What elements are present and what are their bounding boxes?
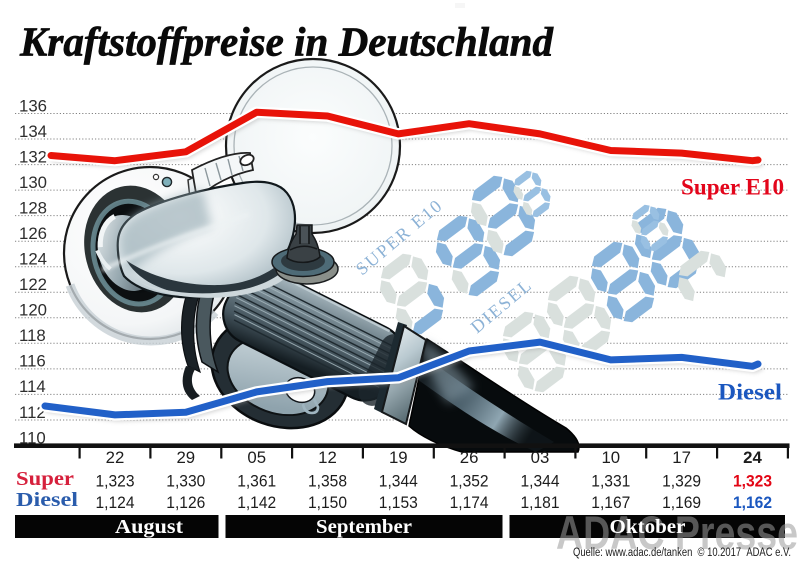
svg-text:1,352: 1,352 [450, 472, 489, 491]
svg-text:136: 136 [19, 96, 47, 115]
svg-text:24: 24 [743, 448, 762, 467]
svg-text:August: August [115, 517, 184, 538]
svg-text:1,162: 1,162 [733, 493, 772, 512]
svg-text:1,358: 1,358 [308, 472, 347, 491]
svg-text:132: 132 [19, 147, 47, 166]
svg-text:116: 116 [19, 352, 46, 371]
svg-text:126: 126 [19, 224, 47, 243]
svg-text:17: 17 [672, 448, 691, 467]
svg-text:12: 12 [318, 448, 337, 467]
svg-text:22: 22 [106, 448, 125, 467]
svg-text:1,323: 1,323 [733, 472, 772, 491]
svg-text:128: 128 [19, 198, 47, 217]
svg-text:29: 29 [176, 448, 195, 467]
svg-text:118: 118 [19, 326, 46, 345]
svg-text:03: 03 [531, 448, 550, 467]
svg-text:130: 130 [19, 173, 47, 192]
svg-text:Diesel: Diesel [16, 489, 79, 511]
svg-text:Super: Super [16, 468, 74, 490]
svg-text:Diesel: Diesel [718, 380, 782, 405]
svg-text:Super E10: Super E10 [681, 175, 784, 200]
svg-text:ADAC Presse: ADAC Presse [556, 506, 798, 559]
svg-text:1,330: 1,330 [166, 472, 205, 491]
svg-text:1,344: 1,344 [521, 472, 560, 491]
svg-text:1,153: 1,153 [379, 493, 418, 512]
svg-text:1,126: 1,126 [166, 493, 205, 512]
svg-text:1,181: 1,181 [521, 493, 560, 512]
svg-text:05: 05 [247, 448, 266, 467]
svg-text:1,329: 1,329 [662, 472, 701, 491]
svg-text:1,150: 1,150 [308, 493, 347, 512]
svg-text:September: September [316, 517, 412, 538]
svg-text:Oktober: Oktober [610, 517, 686, 538]
svg-text:1,331: 1,331 [591, 472, 630, 491]
svg-text:110: 110 [19, 428, 46, 447]
svg-text:134: 134 [19, 122, 47, 141]
svg-text:1,344: 1,344 [379, 472, 418, 491]
svg-text:120: 120 [19, 301, 47, 320]
svg-text:1,361: 1,361 [237, 472, 276, 491]
svg-text:19: 19 [389, 448, 408, 467]
svg-text:1,323: 1,323 [96, 472, 135, 491]
svg-text:26: 26 [460, 448, 479, 467]
svg-text:122: 122 [19, 275, 47, 294]
svg-text:1,124: 1,124 [96, 493, 135, 512]
svg-text:1,167: 1,167 [591, 493, 630, 512]
svg-text:1,174: 1,174 [450, 493, 489, 512]
svg-text:1,169: 1,169 [662, 493, 701, 512]
svg-text:114: 114 [19, 377, 46, 396]
svg-text:10: 10 [601, 448, 620, 467]
svg-text:1,142: 1,142 [237, 493, 276, 512]
svg-text:Kraftstoffpreise in Deutschlan: Kraftstoffpreise in Deutschland [19, 18, 554, 64]
svg-text:112: 112 [19, 403, 46, 422]
svg-text:Quelle: www.adac.de/tanken ©: Quelle: www.adac.de/tanken © 10.2017 ADA… [573, 547, 791, 559]
svg-text:124: 124 [19, 250, 47, 269]
